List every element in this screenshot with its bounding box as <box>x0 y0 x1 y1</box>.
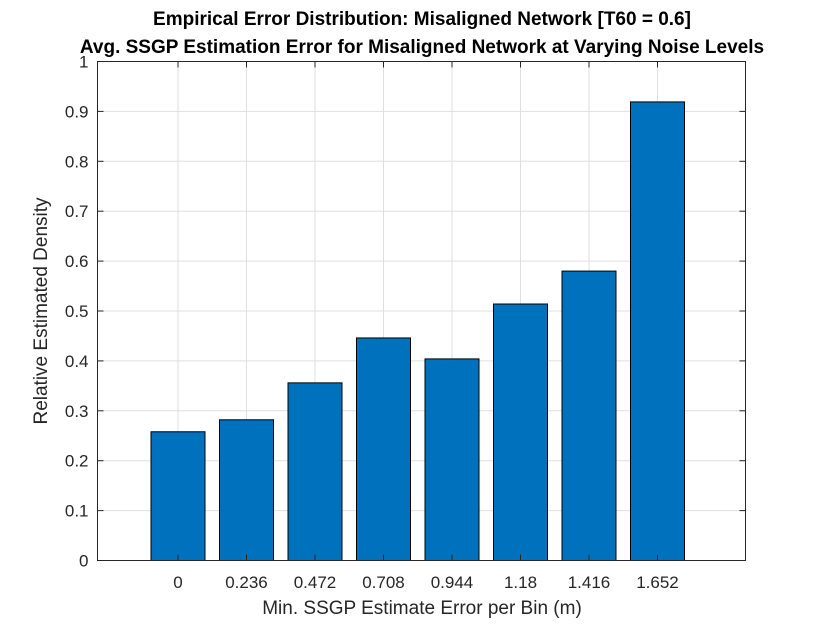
bar <box>150 431 206 561</box>
x-tick-label: 0.708 <box>362 573 405 592</box>
bar <box>493 303 548 561</box>
x-axis-label: Min. SSGP Estimate Error per Bin (m) <box>262 598 582 619</box>
y-tick-label: 0.2 <box>65 452 89 471</box>
y-tick-labels: 0 0.1 0.2 0.3 0.4 0.5 0.6 0.7 0.8 0.9 1 <box>65 53 746 571</box>
x-tick-labels: 0 0.236 0.472 0.708 0.944 1.18 1.416 1.652 <box>173 61 679 592</box>
y-axis-label: Relative Estimated Density <box>31 197 52 425</box>
y-tick-label: 1 <box>79 53 88 72</box>
y-tick-label: 0.9 <box>65 102 89 121</box>
x-tick-label: 0.236 <box>225 573 268 592</box>
y-tick-label: 0 <box>79 552 88 571</box>
chart-subtitle: Avg. SSGP Estimation Error for Misaligne… <box>80 37 764 58</box>
bar <box>424 358 480 561</box>
y-tick-label: 0.3 <box>65 402 89 421</box>
bar <box>287 382 343 561</box>
x-tick-label: 0.944 <box>431 573 474 592</box>
bars <box>150 101 685 562</box>
y-tick-label: 0.5 <box>65 302 89 321</box>
chart-title: Empirical Error Distribution: Misaligned… <box>153 9 691 30</box>
bar <box>219 419 274 562</box>
y-tick-label: 0.7 <box>65 202 89 221</box>
bar <box>630 101 685 561</box>
y-tick-label: 0.6 <box>65 252 89 271</box>
bar <box>356 337 411 562</box>
x-tick-label: 0.472 <box>294 573 337 592</box>
y-tick-label: 0.4 <box>65 352 89 371</box>
y-tick-label: 0.8 <box>65 152 89 171</box>
x-tick-label: 1.416 <box>568 573 611 592</box>
y-tick-label: 0.1 <box>65 502 89 521</box>
x-tick-label: 1.18 <box>504 573 537 592</box>
bar <box>561 270 617 561</box>
x-tick-label: 0 <box>173 573 182 592</box>
x-tick-label: 1.652 <box>636 573 679 592</box>
